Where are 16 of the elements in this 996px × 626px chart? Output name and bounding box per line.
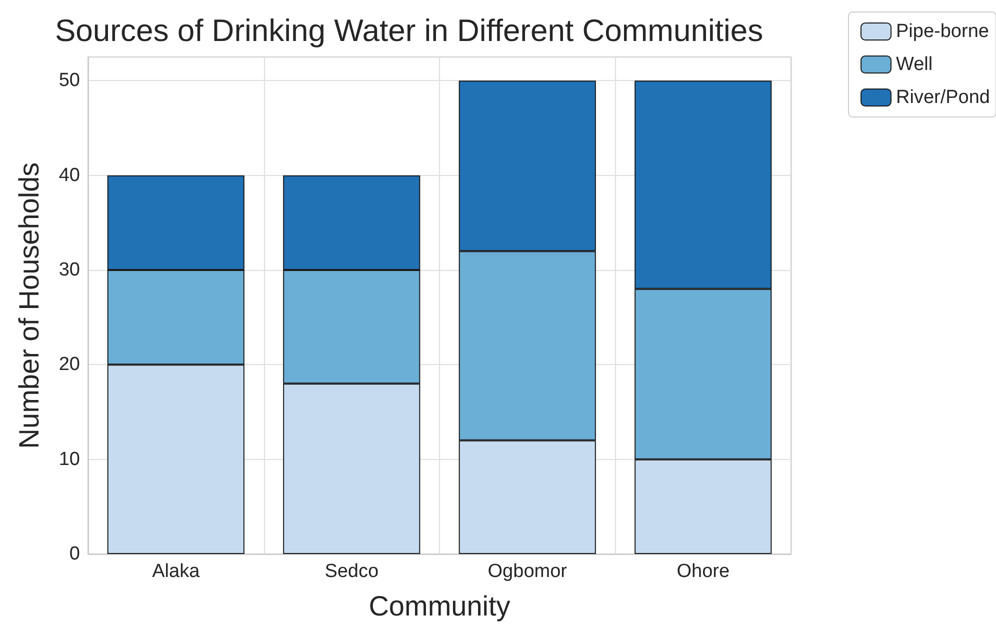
chart-title: Sources of Drinking Water in Different Communities [55, 13, 764, 48]
y-tick-label: 0 [69, 544, 80, 564]
y-tick-label: 40 [58, 164, 80, 186]
y-tick-label: 30 [58, 260, 80, 280]
y-axis-title: Number of Households [14, 162, 44, 449]
legend-label: Well [896, 54, 933, 75]
x-tick-label: Ogbomor [488, 561, 568, 582]
x-tick-label: Alaka [152, 561, 200, 582]
x-axis-title: Community [368, 590, 510, 622]
y-tick-label: 50 [58, 70, 80, 92]
y-tick-label: 20 [58, 354, 80, 376]
x-tick-label: Sedco [324, 561, 379, 582]
legend-label: River/Pond [896, 87, 990, 108]
x-tick-label: Ohore [676, 561, 730, 582]
legend-label: Pipe-borne [896, 21, 989, 42]
y-tick-label: 10 [58, 448, 80, 470]
